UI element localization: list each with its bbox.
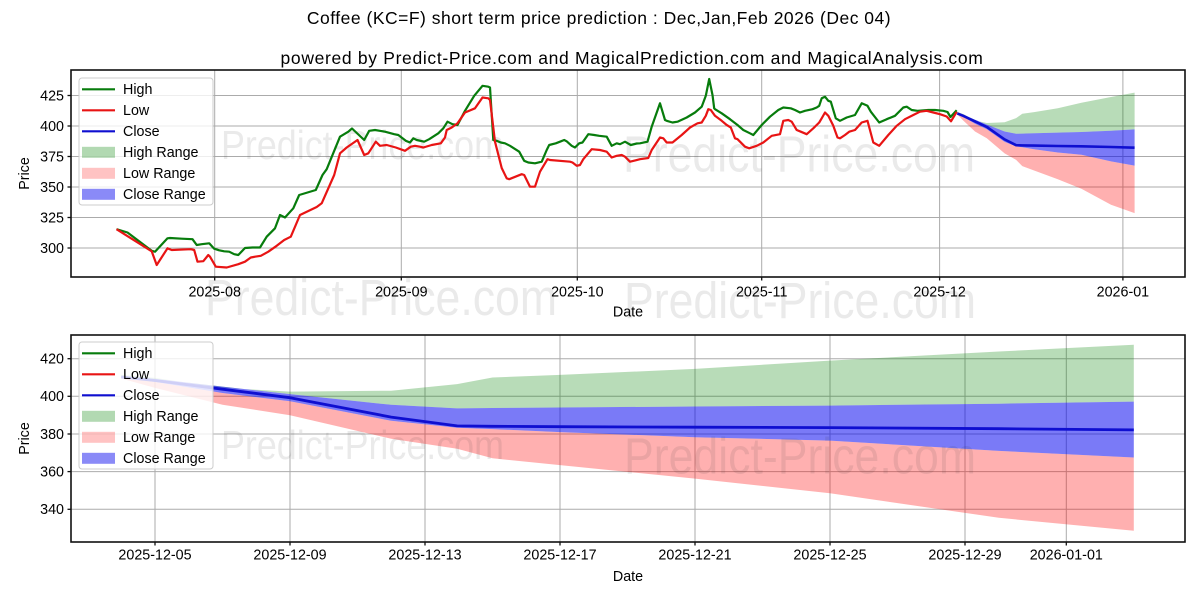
svg-text:Predict-Price.com: Predict-Price.com <box>624 272 976 329</box>
svg-text:360: 360 <box>40 464 64 480</box>
svg-text:Predict-Price.com: Predict-Price.com <box>205 269 557 326</box>
svg-text:2025-12-05: 2025-12-05 <box>118 548 191 564</box>
svg-text:375: 375 <box>40 149 64 165</box>
svg-text:Low Range: Low Range <box>123 166 195 182</box>
svg-text:2025-12-29: 2025-12-29 <box>928 548 1001 564</box>
svg-text:350: 350 <box>40 180 64 196</box>
svg-text:380: 380 <box>40 427 64 443</box>
svg-text:Predict-Price.com: Predict-Price.com <box>624 428 976 485</box>
svg-text:2025-12-21: 2025-12-21 <box>658 548 731 564</box>
svg-text:High: High <box>123 346 152 362</box>
svg-text:Predict-Price.com: Predict-Price.com <box>623 126 975 183</box>
svg-text:Price: Price <box>17 422 33 455</box>
svg-text:Low Range: Low Range <box>123 430 195 446</box>
svg-text:2025-09: 2025-09 <box>375 285 428 301</box>
svg-text:425: 425 <box>40 88 64 104</box>
svg-text:2025-08: 2025-08 <box>188 285 241 301</box>
svg-text:High: High <box>123 82 152 98</box>
svg-text:420: 420 <box>40 352 64 368</box>
svg-text:Close: Close <box>123 124 160 140</box>
svg-text:2026-01: 2026-01 <box>1097 285 1150 301</box>
svg-text:High Range: High Range <box>123 409 199 425</box>
svg-text:2026-01-01: 2026-01-01 <box>1030 548 1103 564</box>
svg-text:High Range: High Range <box>123 145 199 161</box>
svg-text:Date: Date <box>613 305 643 321</box>
svg-text:300: 300 <box>40 241 64 257</box>
svg-text:2025-12-09: 2025-12-09 <box>253 548 326 564</box>
svg-text:Date: Date <box>613 569 643 585</box>
svg-text:2025-12-25: 2025-12-25 <box>793 548 866 564</box>
svg-text:Low: Low <box>123 103 150 119</box>
svg-text:2025-10: 2025-10 <box>551 285 604 301</box>
svg-text:Predict-Price.com: Predict-Price.com <box>221 122 504 168</box>
svg-text:400: 400 <box>40 389 64 405</box>
svg-text:325: 325 <box>40 210 64 226</box>
svg-text:2025-12-17: 2025-12-17 <box>523 548 596 564</box>
svg-text:2025-11: 2025-11 <box>736 285 787 301</box>
svg-text:Low: Low <box>123 367 150 383</box>
svg-text:Price: Price <box>17 157 33 190</box>
svg-text:Close: Close <box>123 388 160 404</box>
svg-text:400: 400 <box>40 119 64 135</box>
svg-text:Predict-Price.com: Predict-Price.com <box>221 422 504 468</box>
svg-text:Close Range: Close Range <box>123 187 206 203</box>
svg-text:340: 340 <box>40 502 64 518</box>
svg-text:2025-12-13: 2025-12-13 <box>388 548 461 564</box>
svg-text:2025-12: 2025-12 <box>913 285 966 301</box>
svg-text:Close Range: Close Range <box>123 451 206 467</box>
